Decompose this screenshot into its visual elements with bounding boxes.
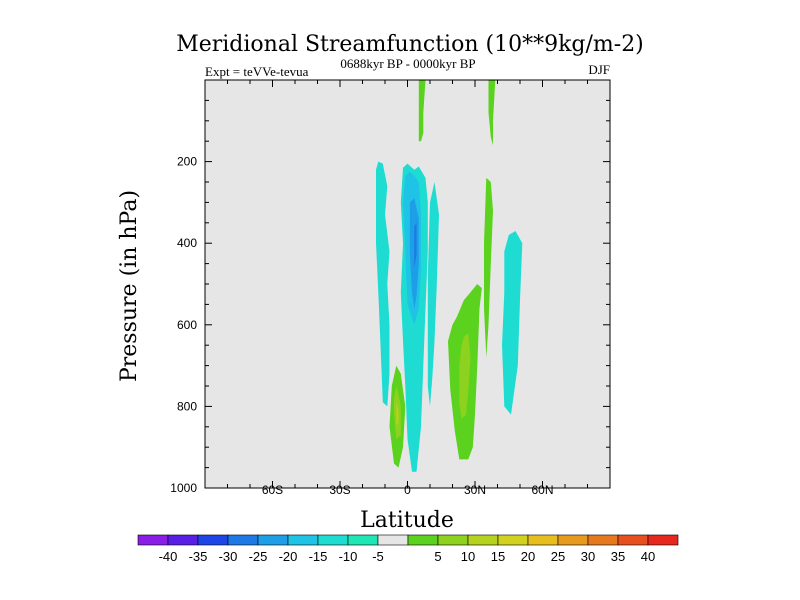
y-tick-label: 200 bbox=[177, 155, 197, 169]
contour-region-7 bbox=[418, 80, 426, 142]
colorbar-swatch bbox=[257, 534, 289, 546]
colorbar-swatch bbox=[527, 534, 559, 546]
colorbar-label: 10 bbox=[461, 549, 475, 564]
y-tick-label: 1000 bbox=[170, 481, 197, 495]
colorbar-swatch bbox=[287, 534, 319, 546]
colorbar-label: 25 bbox=[551, 549, 565, 564]
colorbar-swatch bbox=[647, 534, 679, 546]
colorbar-label: -25 bbox=[249, 549, 268, 564]
contour-region-0 bbox=[376, 161, 390, 407]
x-tick-label: 60S bbox=[262, 483, 283, 497]
x-tick-label: 0 bbox=[404, 483, 411, 497]
colorbar-swatch bbox=[347, 534, 379, 546]
contour-region-6 bbox=[414, 222, 417, 268]
colorbar-swatch bbox=[377, 534, 409, 546]
colorbar-label: 5 bbox=[434, 549, 441, 564]
colorbar-swatch bbox=[437, 534, 469, 546]
x-tick-label: 30N bbox=[464, 483, 486, 497]
colorbar-swatch bbox=[137, 534, 169, 546]
y-tick-label: 400 bbox=[177, 236, 197, 250]
plot-frame bbox=[204, 79, 611, 489]
colorbar-swatch bbox=[317, 534, 349, 546]
x-tick-label: 60N bbox=[531, 483, 553, 497]
colorbar: -40 -35 -30 -25 -20 -15 -10 -5 5 10 15 20 25 30 35 40 bbox=[137, 534, 679, 564]
colorbar-swatch bbox=[227, 534, 259, 546]
contour-region-11 bbox=[484, 177, 493, 358]
colorbar-label: -30 bbox=[219, 549, 238, 564]
colorbar-label: -10 bbox=[339, 549, 358, 564]
colorbar-swatch bbox=[197, 534, 229, 546]
colorbar-label: -15 bbox=[309, 549, 328, 564]
contour-region-14 bbox=[396, 402, 399, 425]
colorbar-swatch bbox=[467, 534, 499, 546]
colorbar-swatch bbox=[557, 534, 589, 546]
x-tick-label: 30S bbox=[329, 483, 350, 497]
colorbar-label: -5 bbox=[372, 549, 384, 564]
contour-region-3 bbox=[502, 231, 523, 415]
x-axis-label: Latitude bbox=[360, 508, 454, 533]
y-axis-label: Pressure (in hPa) bbox=[117, 190, 142, 382]
y-tick-label: 600 bbox=[177, 318, 197, 332]
season-label: DJF bbox=[588, 62, 610, 77]
contour-region-13 bbox=[459, 333, 471, 419]
colorbar-swatch bbox=[167, 534, 199, 546]
colorbar-label: -35 bbox=[189, 549, 208, 564]
colorbar-label: 30 bbox=[581, 549, 595, 564]
colorbar-swatch bbox=[407, 534, 439, 546]
colorbar-swatch bbox=[587, 534, 619, 546]
colorbar-label: 40 bbox=[641, 549, 655, 564]
contour-regions bbox=[376, 80, 523, 472]
colorbar-label: 20 bbox=[521, 549, 535, 564]
chart-title: Meridional Streamfunction (10**9kg/m-2) bbox=[176, 32, 644, 57]
colorbar-swatch bbox=[617, 534, 649, 546]
contour-region-8 bbox=[488, 80, 496, 146]
period-label: 0688kyr BP - 0000kyr BP bbox=[340, 56, 475, 71]
experiment-label: Expt = teVVe-tevua bbox=[205, 64, 309, 79]
contour-region-2 bbox=[427, 182, 439, 407]
axis-ticks: 60S 30S 0 30N 60N 200 400 600 800 1000 bbox=[170, 80, 610, 497]
colorbar-label: 35 bbox=[611, 549, 625, 564]
y-tick-label: 800 bbox=[177, 399, 197, 413]
colorbar-swatch bbox=[497, 534, 529, 546]
colorbar-label: 15 bbox=[491, 549, 505, 564]
colorbar-label: -20 bbox=[279, 549, 298, 564]
colorbar-label: -40 bbox=[159, 549, 178, 564]
